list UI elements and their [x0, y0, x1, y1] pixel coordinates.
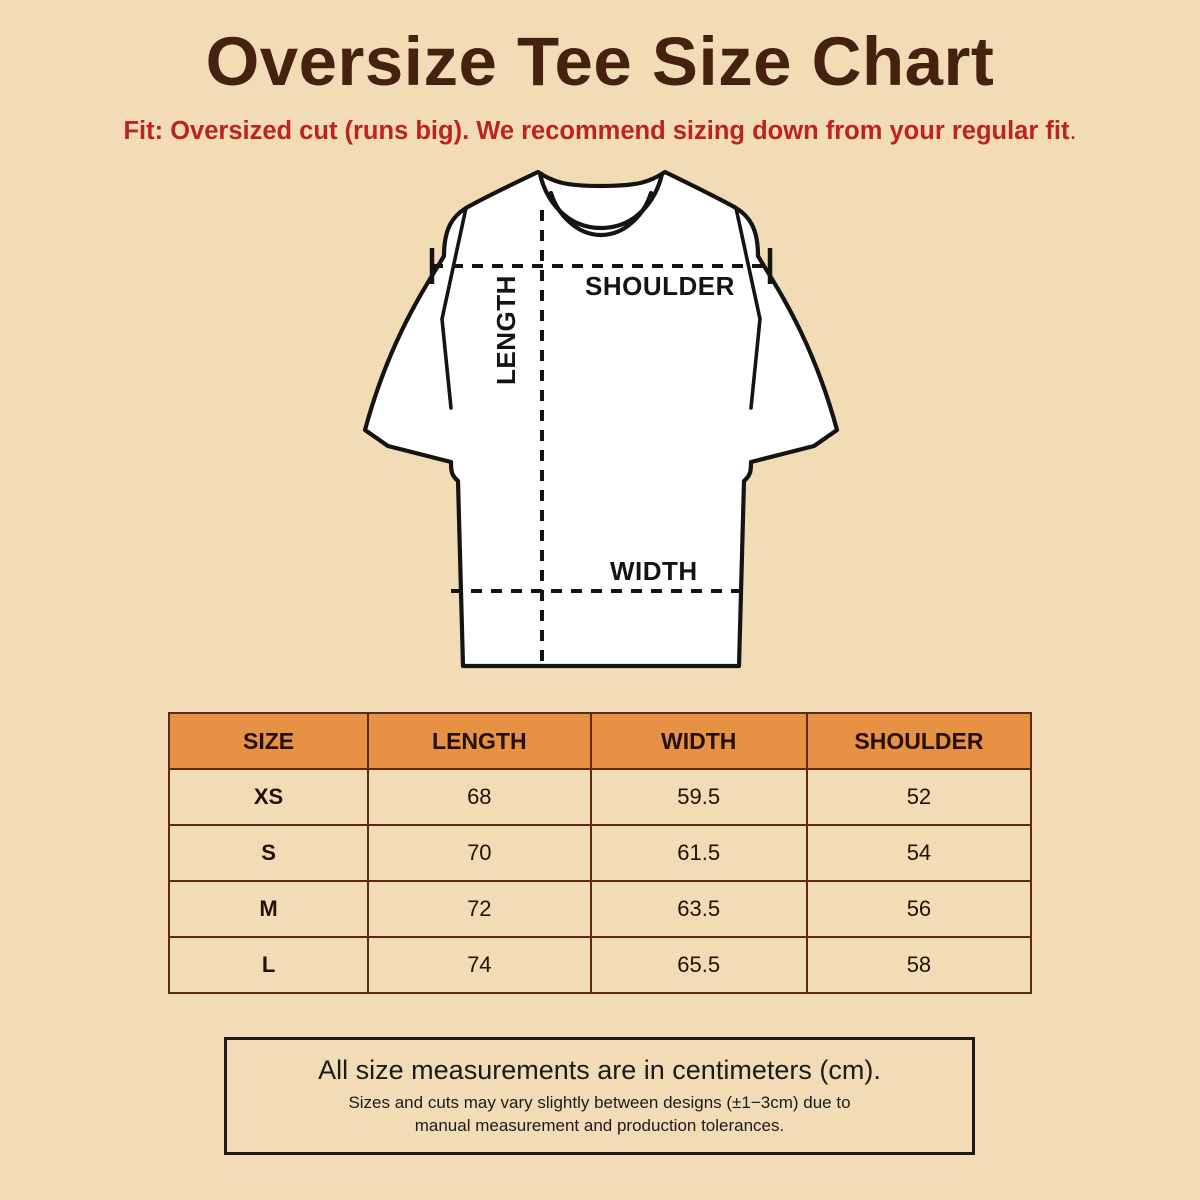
svg-text:LENGTH: LENGTH [491, 275, 521, 385]
svg-text:WIDTH: WIDTH [610, 556, 698, 586]
svg-text:SHOULDER: SHOULDER [585, 271, 735, 301]
